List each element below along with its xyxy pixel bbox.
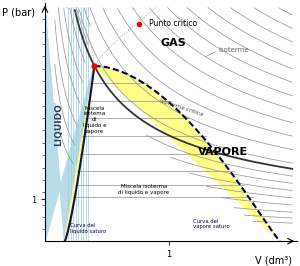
Text: isoterma critica: isoterma critica	[158, 98, 203, 117]
Text: VAPORE: VAPORE	[198, 147, 248, 157]
Text: Miscela isoterma
di liquido e vapore: Miscela isoterma di liquido e vapore	[118, 184, 169, 195]
Text: LIQUIDO: LIQUIDO	[54, 103, 63, 146]
Text: GAS: GAS	[161, 38, 186, 48]
Text: V (dm³): V (dm³)	[255, 255, 292, 265]
Polygon shape	[45, 7, 94, 241]
Text: isoterme: isoterme	[218, 47, 249, 52]
Text: Miscela
isotema
di
liquido e
vapore: Miscela isotema di liquido e vapore	[82, 106, 106, 134]
Text: P (bar): P (bar)	[2, 7, 35, 18]
Text: Curva del
liquido saturo: Curva del liquido saturo	[70, 223, 106, 234]
Polygon shape	[45, 7, 94, 241]
Text: Punto critico: Punto critico	[149, 19, 197, 28]
Polygon shape	[65, 66, 280, 241]
Text: Curva del
vapore saturo: Curva del vapore saturo	[193, 219, 230, 230]
